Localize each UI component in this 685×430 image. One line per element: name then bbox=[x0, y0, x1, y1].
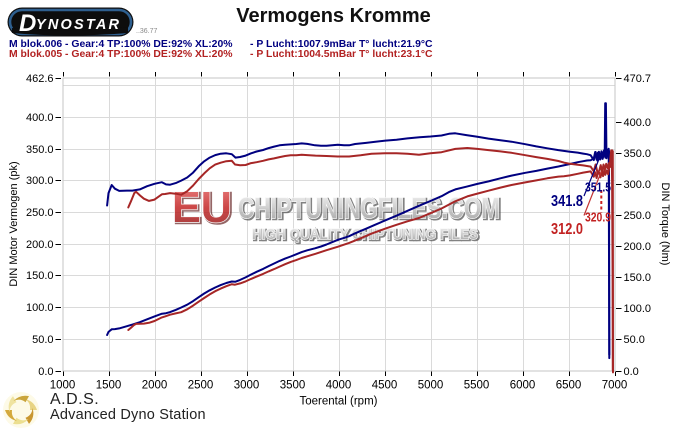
x-axis-title: Toerental (rpm) bbox=[300, 396, 378, 408]
y-right-tick-label: 470.7 bbox=[624, 73, 652, 85]
y-left-tick-label: 0.0 bbox=[38, 366, 53, 378]
annotation-torque-at-max-red: 320.9 bbox=[585, 211, 611, 225]
swirl-blade bbox=[13, 417, 29, 425]
dynostar-logo: D YNOSTAR bbox=[7, 7, 134, 37]
watermark-tagline: HIGH QUALITY CHIPTUNING FILES bbox=[252, 226, 478, 243]
x-tick-label: 2500 bbox=[188, 380, 214, 392]
swirl-blade bbox=[25, 399, 37, 410]
watermark-domain-shadow: CHIPTUNINGFILES.COM bbox=[239, 194, 501, 226]
page-title: Vermogens Kromme bbox=[236, 5, 431, 27]
watermark-eu: EU bbox=[172, 183, 232, 232]
x-tick-label: 7000 bbox=[602, 380, 628, 392]
annotation-torque-at-max-blue: 351.5 bbox=[585, 181, 611, 195]
ads-abbreviation: A.D.S. bbox=[50, 391, 100, 408]
y-right-tick-label: 100.0 bbox=[624, 303, 652, 315]
x-tick-label: 3500 bbox=[280, 380, 306, 392]
x-tick-label: 4500 bbox=[372, 380, 398, 392]
y-left-tick-label: 250.0 bbox=[26, 207, 54, 219]
x-tick-label: 5500 bbox=[464, 380, 490, 392]
ads-logo-icon bbox=[3, 392, 39, 428]
y-right-tick-label: 200.0 bbox=[624, 241, 652, 253]
legend-run-1-ambient: - P Lucht:1007.9mBar T° lucht:21.9°C bbox=[250, 39, 433, 50]
y-left-tick-label: 462.6 bbox=[26, 73, 54, 85]
watermark-domain: CHIPTUNINGFILES.COM bbox=[238, 193, 500, 225]
y-left-tick-label: 400.0 bbox=[26, 112, 54, 124]
y-right-tick-label: 300.0 bbox=[624, 179, 652, 191]
plot-border bbox=[62, 77, 616, 372]
logo-wordmark: YNOSTAR bbox=[36, 17, 121, 33]
dynostar-logo-graphic: D YNOSTAR bbox=[7, 7, 134, 37]
x-tick-label: 2000 bbox=[142, 380, 168, 392]
grid-lines bbox=[62, 77, 615, 371]
y-left-tick-label: 350.0 bbox=[26, 144, 54, 156]
x-tick-label: 1500 bbox=[96, 380, 122, 392]
y-left-axis-title: DIN Motor Vermogen (pk) bbox=[8, 161, 20, 286]
y-right-tick-label: 150.0 bbox=[624, 272, 652, 284]
y-right-tick-label: 0.0 bbox=[624, 366, 639, 378]
swirl-blade bbox=[13, 395, 29, 403]
y-left-tick-label: 150.0 bbox=[26, 270, 54, 282]
legend-run-2-label: M blok.005 - Gear:4 TP:100% DE:92% XL:20… bbox=[9, 49, 233, 60]
legend-run-2-ambient: - P Lucht:1004.5mBar T° lucht:23.1°C bbox=[250, 49, 433, 60]
cursor-leader-blue bbox=[583, 153, 602, 197]
x-tick-label: 1000 bbox=[50, 380, 76, 392]
x-tick-label: 5000 bbox=[418, 380, 444, 392]
ads-full-name: Advanced Dyno Station bbox=[50, 406, 206, 423]
y-left-tick-label: 200.0 bbox=[26, 239, 54, 251]
y-right-tick-label: 50.0 bbox=[624, 334, 645, 346]
y-left-tick-label: 100.0 bbox=[26, 302, 54, 314]
legend-run-1-label: M blok.006 - Gear:4 TP:100% DE:92% XL:20… bbox=[9, 39, 233, 50]
annotation-max-power-red: 312.0 bbox=[551, 221, 583, 238]
x-tick-label: 6000 bbox=[510, 380, 536, 392]
curve-torque-blue bbox=[106, 132, 611, 360]
logo-pill bbox=[7, 7, 134, 37]
y-left-tick-label: 50.0 bbox=[32, 334, 53, 346]
swirl-blade bbox=[5, 410, 17, 421]
logo-swoosh bbox=[12, 27, 128, 36]
y-right-axis-title: DIN Torque (Nm) bbox=[659, 183, 671, 266]
y-right-tick-label: 400.0 bbox=[624, 117, 652, 129]
logo-initial: D bbox=[19, 10, 36, 37]
curve-torque-red bbox=[127, 147, 614, 374]
annotation-max-power-blue: 341.8 bbox=[551, 193, 583, 210]
x-tick-label: 4000 bbox=[326, 380, 352, 392]
x-tick-label: 3000 bbox=[234, 380, 260, 392]
y-right-tick-label: 250.0 bbox=[624, 210, 652, 222]
swirl-group bbox=[3, 392, 39, 428]
y-left-tick-label: 300.0 bbox=[26, 175, 54, 187]
curve-power-red bbox=[127, 149, 614, 372]
legend-run-2: M blok.005 - Gear:4 TP:100% DE:92% XL:20… bbox=[9, 49, 649, 60]
x-tick-label: 6500 bbox=[556, 380, 582, 392]
swirl-blades bbox=[3, 392, 39, 428]
cursor-leader-red bbox=[583, 171, 602, 216]
y-right-tick-label: 350.0 bbox=[624, 148, 652, 160]
logo-note: ..36.77 bbox=[136, 28, 158, 35]
legend-run-1: M blok.006 - Gear:4 TP:100% DE:92% XL:20… bbox=[9, 39, 649, 50]
watermark-eu-shadow: EU bbox=[173, 184, 233, 233]
axis-ticks bbox=[55, 72, 622, 376]
